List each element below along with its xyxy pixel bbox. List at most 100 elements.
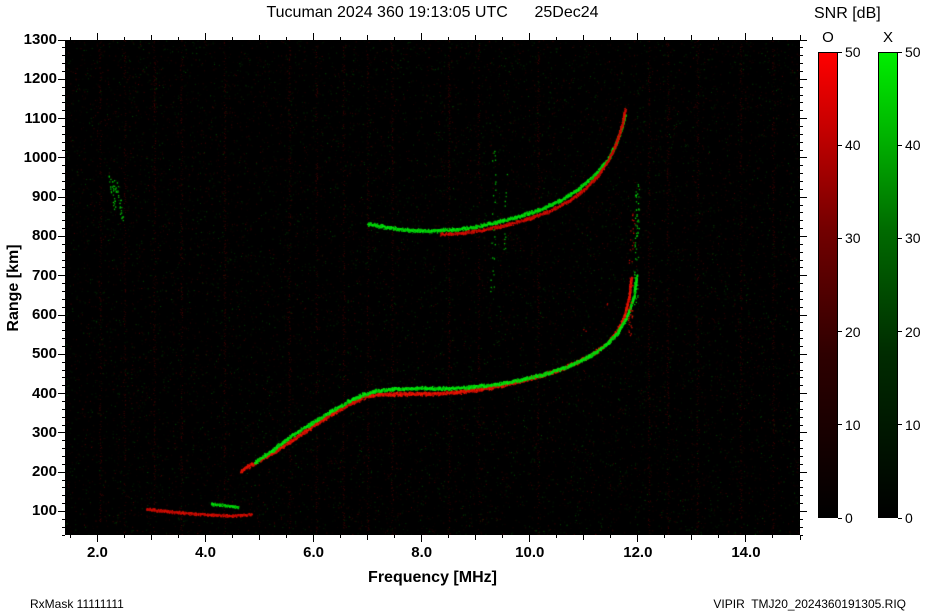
y-tick-label: 1300 xyxy=(23,31,57,48)
tick-mark xyxy=(800,283,803,285)
tick-mark xyxy=(800,212,803,214)
colorbar-tick-mark xyxy=(838,144,842,146)
tick-mark xyxy=(718,535,720,538)
x-tick-label: 14.0 xyxy=(731,544,761,561)
tick-mark xyxy=(58,432,65,434)
tick-mark xyxy=(800,440,803,442)
tick-mark xyxy=(800,228,803,230)
colorbar-tick-label: 50 xyxy=(905,44,921,60)
tick-mark xyxy=(800,275,807,277)
tick-mark xyxy=(58,314,65,316)
x-tick-label: 12.0 xyxy=(623,544,653,561)
colorbar-tick-label: 10 xyxy=(845,416,861,433)
tick-mark xyxy=(800,306,803,308)
tick-mark xyxy=(58,235,65,237)
y-tick-label: 1100 xyxy=(24,109,57,127)
tick-mark xyxy=(800,400,803,402)
y-tick-label: 200 xyxy=(31,463,57,481)
tick-mark xyxy=(58,510,65,512)
y-tick-label: 100 xyxy=(31,502,57,520)
tick-mark xyxy=(800,471,807,473)
tick-mark xyxy=(58,157,65,159)
colorbar-tick-mark xyxy=(838,237,842,239)
tick-mark xyxy=(556,535,558,538)
chart-title: Tucuman 2024 360 19:13:05 UTC 25Dec24 xyxy=(266,4,599,21)
tick-mark xyxy=(800,534,803,536)
colorbar-tick-mark xyxy=(898,237,902,239)
tick-mark xyxy=(800,94,803,96)
tick-mark xyxy=(637,33,639,40)
colorbar-tick-label: 20 xyxy=(845,323,861,340)
tick-mark xyxy=(58,78,65,80)
tick-mark xyxy=(205,33,206,40)
tick-mark xyxy=(800,526,803,528)
tick-mark xyxy=(205,535,206,542)
y-tick-label: 1200 xyxy=(23,70,57,88)
colorbar-tick-label: 20 xyxy=(905,323,921,340)
tick-mark xyxy=(800,479,803,481)
tick-mark xyxy=(800,235,807,237)
tick-mark xyxy=(800,173,803,175)
tick-mark xyxy=(394,535,396,538)
tick-mark xyxy=(800,416,803,418)
colorbar-tick-label: 40 xyxy=(845,137,861,154)
tick-mark xyxy=(800,220,803,222)
tick-mark xyxy=(800,385,803,387)
tick-mark xyxy=(96,535,98,542)
y-tick-label: 900 xyxy=(31,188,57,206)
tick-mark xyxy=(745,535,747,542)
tick-mark xyxy=(800,125,803,127)
x-tick-label: 10.0 xyxy=(515,544,545,561)
tick-mark xyxy=(58,393,65,395)
tick-mark xyxy=(800,267,803,269)
tick-mark xyxy=(800,259,803,261)
tick-mark xyxy=(800,424,803,426)
tick-mark xyxy=(800,251,803,253)
colorbar-tick-mark xyxy=(898,517,902,519)
tick-mark xyxy=(150,535,152,540)
colorbar-tick-label: 30 xyxy=(845,230,861,247)
tick-mark xyxy=(367,535,369,540)
colorbar-tick-label: 40 xyxy=(905,137,921,154)
tick-mark xyxy=(800,78,807,80)
tick-mark xyxy=(800,204,803,206)
tick-mark xyxy=(800,290,803,292)
colorbar-tick-mark xyxy=(898,51,902,53)
tick-mark xyxy=(69,535,71,538)
tick-mark xyxy=(800,345,803,347)
colorbar-tick-label: 30 xyxy=(905,230,921,247)
tick-mark xyxy=(800,47,803,49)
tick-mark xyxy=(800,118,807,120)
tick-mark xyxy=(475,535,477,540)
ionogram-canvas xyxy=(65,40,800,535)
tick-mark xyxy=(800,157,807,159)
y-tick-label: 500 xyxy=(31,345,57,363)
x-tick-label: 6.0 xyxy=(303,544,325,561)
tick-mark xyxy=(800,86,803,88)
tick-mark xyxy=(259,535,261,540)
tick-mark xyxy=(58,39,65,41)
tick-mark xyxy=(123,535,125,538)
colorbar-tick-label: 0 xyxy=(905,510,913,526)
tick-mark xyxy=(800,243,803,245)
tick-mark xyxy=(177,535,179,538)
tick-mark xyxy=(800,149,803,151)
colorbar-tick-mark xyxy=(898,424,902,426)
tick-mark xyxy=(691,535,693,540)
tick-mark xyxy=(800,353,807,355)
tick-mark xyxy=(58,118,65,120)
tick-mark xyxy=(800,369,803,371)
tick-mark xyxy=(800,196,807,198)
tick-mark xyxy=(610,535,612,538)
colorbar-tick-mark xyxy=(898,144,902,146)
colorbar-tick-mark xyxy=(898,331,902,333)
tick-mark xyxy=(800,110,803,112)
tick-mark xyxy=(800,298,803,300)
tick-mark xyxy=(313,535,315,542)
colorbar-tick-mark xyxy=(838,51,842,53)
tick-mark xyxy=(800,330,803,332)
tick-mark xyxy=(800,338,803,340)
colorbar-tick-mark xyxy=(838,331,842,333)
tick-mark xyxy=(800,188,803,190)
